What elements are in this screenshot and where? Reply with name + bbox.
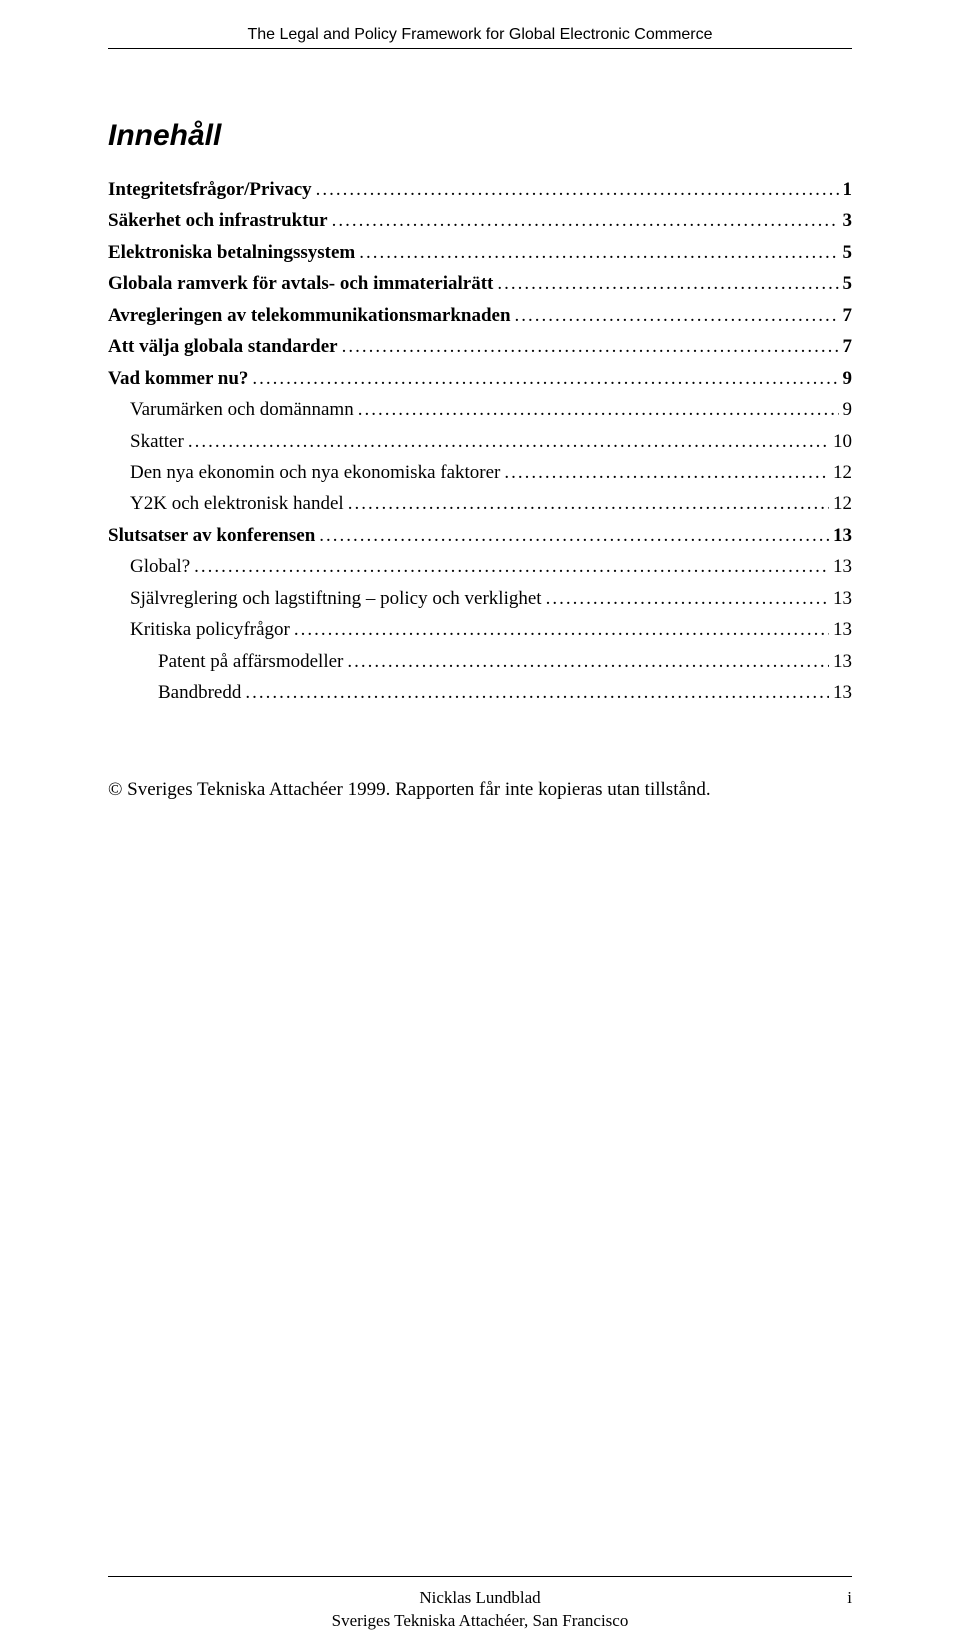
toc-entry-page: 10 (833, 427, 852, 456)
toc-leader (504, 458, 829, 487)
toc-entry: Självreglering och lagstiftning – policy… (108, 584, 852, 613)
toc-entry-page: 12 (833, 458, 852, 487)
toc-entry-label: Globala ramverk för avtals- och immateri… (108, 269, 493, 298)
toc-leader (194, 552, 829, 581)
table-of-contents: Integritetsfrågor/Privacy1Säkerhet och i… (108, 175, 852, 709)
copyright-notice: © Sveriges Tekniska Attachéer 1999. Rapp… (108, 779, 852, 801)
toc-leader (358, 395, 839, 424)
toc-leader (348, 489, 829, 518)
page-number: i (847, 1587, 852, 1610)
toc-entry: Bandbredd 13 (108, 678, 852, 707)
toc-entry: Patent på affärsmodeller 13 (108, 647, 852, 676)
toc-entry-label: Y2K och elektronisk handel (130, 489, 344, 518)
toc-entry: Y2K och elektronisk handel 12 (108, 489, 852, 518)
toc-entry-label: Skatter (130, 427, 184, 456)
toc-entry: Kritiska policyfrågor 13 (108, 615, 852, 644)
header-rule (108, 48, 852, 49)
toc-entry: Den nya ekonomin och nya ekonomiska fakt… (108, 458, 852, 487)
toc-entry-label: Elektroniska betalningssystem (108, 238, 355, 267)
toc-leader (294, 615, 829, 644)
toc-entry-page: 13 (833, 647, 852, 676)
footer-rule (108, 1576, 852, 1577)
toc-entry-page: 13 (833, 584, 852, 613)
footer-org: Sveriges Tekniska Attachéer, San Francis… (108, 1610, 852, 1633)
running-header: The Legal and Policy Framework for Globa… (108, 26, 852, 44)
toc-leader (245, 678, 829, 707)
toc-entry: Elektroniska betalningssystem 5 (108, 238, 852, 267)
toc-entry-label: Global? (130, 552, 190, 581)
footer-content: Nicklas Lundblad Sveriges Tekniska Attac… (108, 1587, 852, 1633)
toc-entry-page: 13 (833, 615, 852, 644)
toc-entry-page: 12 (833, 489, 852, 518)
toc-entry-page: 13 (833, 678, 852, 707)
toc-leader (546, 584, 829, 613)
toc-entry-page: 3 (843, 206, 853, 235)
toc-entry-page: 9 (843, 364, 853, 393)
toc-entry-label: Avregleringen av telekommunikationsmarkn… (108, 301, 511, 330)
toc-entry-page: 5 (843, 269, 853, 298)
toc-entry: Global? 13 (108, 552, 852, 581)
toc-leader (347, 647, 829, 676)
toc-leader (188, 427, 829, 456)
toc-entry: Skatter 10 (108, 427, 852, 456)
toc-entry-label: Kritiska policyfrågor (130, 615, 290, 644)
toc-entry-label: Bandbredd (158, 678, 241, 707)
toc-leader (316, 175, 839, 204)
toc-entry-label: Integritetsfrågor/Privacy (108, 175, 312, 204)
toc-entry-page: 5 (843, 238, 853, 267)
toc-entry: Integritetsfrågor/Privacy 1 (108, 175, 852, 204)
toc-entry-page: 13 (833, 521, 852, 550)
toc-entry: Säkerhet och infrastruktur 3 (108, 206, 852, 235)
toc-entry: Avregleringen av telekommunikationsmarkn… (108, 301, 852, 330)
toc-entry-page: 7 (843, 332, 853, 361)
toc-entry-label: Patent på affärsmodeller (158, 647, 343, 676)
toc-leader (342, 332, 839, 361)
toc-entry-label: Den nya ekonomin och nya ekonomiska fakt… (130, 458, 500, 487)
page-footer: Nicklas Lundblad Sveriges Tekniska Attac… (108, 1576, 852, 1641)
toc-entry-label: Säkerhet och infrastruktur (108, 206, 328, 235)
toc-entry-label: Vad kommer nu? (108, 364, 248, 393)
toc-entry-label: Att välja globala standarder (108, 332, 338, 361)
page-container: The Legal and Policy Framework for Globa… (0, 0, 960, 1641)
toc-entry-page: 1 (843, 175, 853, 204)
toc-entry-page: 7 (843, 301, 853, 330)
toc-entry: Globala ramverk för avtals- och immateri… (108, 269, 852, 298)
toc-entry: Varumärken och domännamn 9 (108, 395, 852, 424)
toc-entry-label: Varumärken och domännamn (130, 395, 354, 424)
toc-entry-page: 13 (833, 552, 852, 581)
toc-entry: Att välja globala standarder 7 (108, 332, 852, 361)
page-title: Innehåll (108, 119, 852, 153)
toc-leader (252, 364, 838, 393)
toc-leader (319, 521, 829, 550)
toc-leader (497, 269, 838, 298)
toc-entry-label: Självreglering och lagstiftning – policy… (130, 584, 542, 613)
toc-entry: Vad kommer nu? 9 (108, 364, 852, 393)
toc-entry: Slutsatser av konferensen 13 (108, 521, 852, 550)
toc-leader (359, 238, 838, 267)
toc-leader (515, 301, 839, 330)
toc-entry-label: Slutsatser av konferensen (108, 521, 315, 550)
toc-entry-page: 9 (843, 395, 853, 424)
footer-author: Nicklas Lundblad (108, 1587, 852, 1610)
toc-leader (332, 206, 839, 235)
